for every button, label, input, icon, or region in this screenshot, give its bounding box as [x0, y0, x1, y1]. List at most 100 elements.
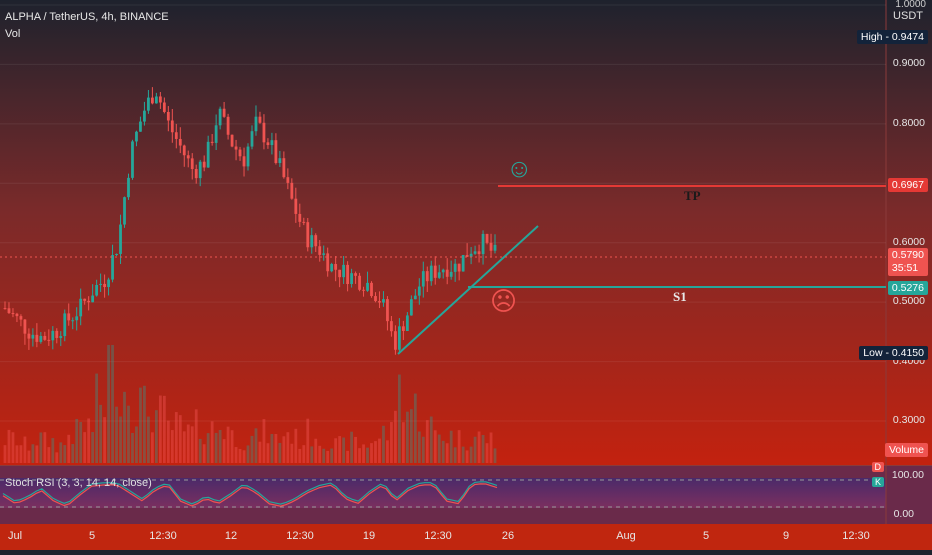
volume-bar [7, 429, 11, 463]
volume-bar [437, 434, 441, 463]
candle-body [71, 320, 75, 322]
candle-body [390, 321, 393, 332]
candle-body [27, 333, 31, 339]
volume-bar [330, 448, 334, 463]
last-price-value: 0.5790 [891, 249, 924, 261]
price-axis-unit: USDT [893, 10, 923, 22]
volume-bar [194, 409, 198, 463]
volume-bar [270, 434, 274, 463]
volume-bar [481, 435, 485, 463]
candle-body [47, 339, 51, 341]
volume-bar [429, 416, 433, 463]
candle-body [111, 255, 114, 280]
volume-bar [258, 441, 262, 463]
volume-bar [306, 418, 310, 463]
candle-body [314, 235, 318, 247]
frown-icon: ☹ [490, 286, 518, 316]
price-tick-label: 0.5000 [892, 295, 925, 308]
candle-body [23, 319, 27, 334]
volume-bar [433, 430, 437, 463]
volume-bar [43, 432, 47, 463]
volume-bar [390, 422, 393, 463]
price-tick-top: 1.0000 [895, 0, 926, 10]
candles [3, 87, 497, 355]
time-tick-label: 12:30 [842, 530, 870, 542]
candle-body [174, 132, 178, 139]
candle-body [453, 263, 457, 272]
volume-bar [425, 420, 429, 463]
candle-body [19, 316, 23, 320]
volume-bar [417, 431, 421, 463]
candle-body [75, 316, 79, 321]
volume-bar [266, 443, 270, 463]
volume-bar [51, 438, 55, 463]
candle-body [123, 197, 126, 225]
candle-body [206, 141, 210, 168]
candle-body [250, 131, 254, 147]
candle-body [91, 295, 95, 303]
candle-body [429, 265, 433, 282]
volume-bar [166, 420, 170, 463]
candle-body [119, 224, 122, 254]
candle-body [87, 300, 91, 303]
time-tick-label: 26 [501, 530, 515, 542]
candle-body [294, 198, 298, 214]
volume-bar [394, 410, 397, 463]
candle-body [334, 263, 338, 270]
candle-body [370, 282, 373, 297]
volume-bar [469, 446, 473, 463]
candle-body [362, 289, 365, 291]
time-tick-label: 19 [362, 530, 376, 542]
candle-body [143, 110, 146, 122]
candle-body [170, 120, 174, 133]
volume-bar [158, 395, 162, 463]
volume-bar [441, 440, 445, 463]
candle-body [354, 273, 357, 276]
candle-body [394, 331, 397, 350]
candle-body [493, 244, 497, 251]
candle-body [202, 161, 206, 168]
candle-body [310, 235, 314, 248]
candle-body [59, 336, 63, 338]
candle-body [298, 213, 302, 222]
candle-body [318, 246, 322, 255]
volume-bar [218, 429, 222, 463]
candle-body [226, 116, 230, 135]
candle-body [158, 96, 162, 103]
volume-bar [242, 450, 246, 463]
volume-bar [354, 436, 357, 463]
volume-bar [254, 428, 258, 463]
volume-bar [79, 421, 83, 463]
volume-bar [234, 447, 238, 463]
volume-bar [290, 443, 294, 463]
volume-bar [135, 426, 138, 463]
volume-bar [378, 438, 381, 463]
price-tick-label: 0.3000 [892, 414, 925, 426]
candle-body [190, 158, 194, 170]
volume-bar [151, 432, 154, 463]
candle-body [246, 146, 250, 167]
volume-bar [334, 438, 338, 463]
candle-body [290, 182, 294, 199]
candle-body [306, 222, 310, 248]
candle-body [421, 271, 425, 287]
volume-bar [350, 431, 353, 463]
candle-body [154, 96, 158, 104]
candle-body [274, 140, 278, 164]
volume-bar [246, 445, 250, 463]
time-tick-label: 5 [702, 530, 710, 542]
volume-bar [282, 436, 286, 463]
low-marker-value: 0.4150 [891, 347, 924, 359]
candle-body [254, 116, 258, 132]
volume-bar [83, 432, 87, 463]
volume-bar [322, 448, 326, 463]
volume-bar [374, 441, 377, 463]
candle-body [178, 138, 182, 146]
candle-body [83, 298, 87, 301]
volume-bar [210, 421, 214, 463]
time-tick-label: 12:30 [424, 530, 452, 542]
volume-bar [63, 445, 67, 463]
candle-body [31, 334, 35, 339]
